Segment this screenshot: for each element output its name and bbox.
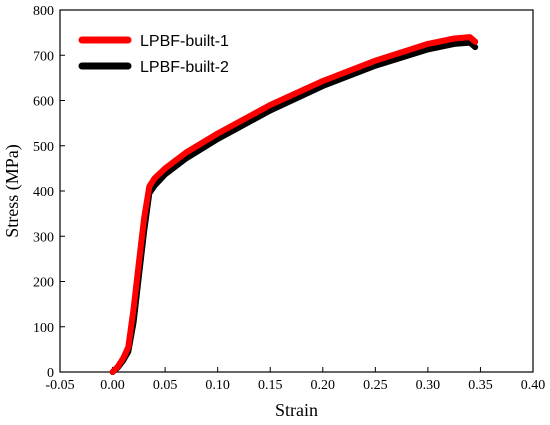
series-line-lpbf-built-1 <box>109 34 479 375</box>
legend-label-lpbf-built-1: LPBF-built-1 <box>140 33 229 50</box>
y-tick-label: 400 <box>33 185 54 200</box>
y-tick-label: 100 <box>33 321 54 336</box>
y-axis-title: Stress (MPa) <box>2 144 23 238</box>
x-axis-ticks: -0.05 0.00 0.05 0.10 0.15 0.20 0.25 0.30 0.35 0.4… <box>45 367 545 393</box>
x-tick-label: -0.05 <box>45 378 74 393</box>
y-axis-ticks: 0 100 200 300 400 500 600 700 800 <box>33 4 65 381</box>
x-tick-label: 0.40 <box>521 378 546 393</box>
y-tick-label: 600 <box>33 95 54 110</box>
y-tick-label: 800 <box>33 4 54 19</box>
y-tick-label: 700 <box>33 49 54 64</box>
legend: LPBF-built-1 LPBF-built-2 <box>78 33 229 76</box>
x-tick-label: 0.20 <box>311 378 336 393</box>
y-tick-label: 0 <box>47 366 54 381</box>
series-layer <box>109 34 479 375</box>
x-tick-label: 0.10 <box>205 378 230 393</box>
x-tick-label: 0.15 <box>258 378 283 393</box>
y-tick-label: 200 <box>33 276 54 291</box>
y-tick-label: 300 <box>33 230 54 245</box>
x-tick-label: 0.00 <box>100 378 125 393</box>
x-tick-label: 0.30 <box>416 378 441 393</box>
legend-label-lpbf-built-2: LPBF-built-2 <box>140 59 229 76</box>
x-tick-label: 0.05 <box>153 378 178 393</box>
x-axis-title: Strain <box>275 400 318 420</box>
x-tick-label: 0.25 <box>363 378 388 393</box>
y-tick-label: 500 <box>33 140 54 155</box>
x-tick-label: 0.35 <box>468 378 493 393</box>
